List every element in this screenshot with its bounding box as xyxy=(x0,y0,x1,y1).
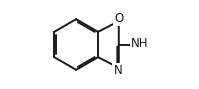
Text: NH: NH xyxy=(131,37,148,50)
Text: O: O xyxy=(114,12,123,25)
Text: N: N xyxy=(113,64,122,77)
